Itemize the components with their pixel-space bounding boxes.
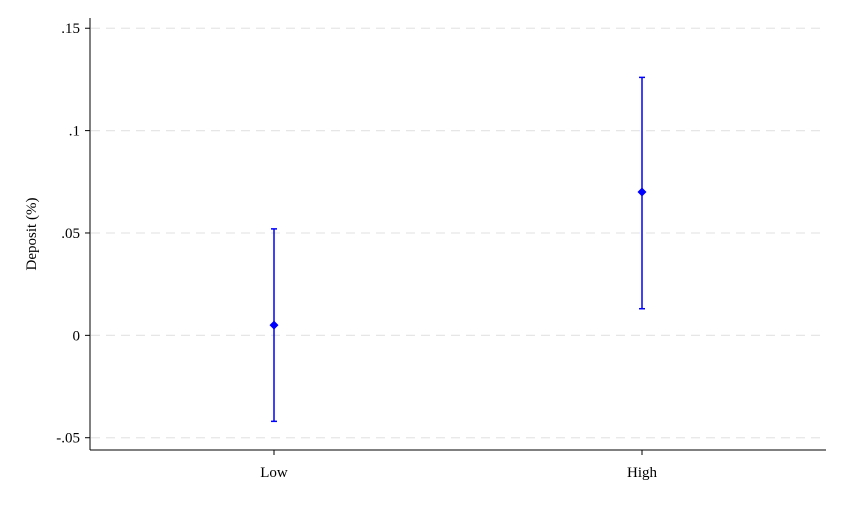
y-axis-label: Deposit (%) [24, 198, 40, 271]
y-tick-label: -.05 [56, 431, 80, 447]
y-tick-label: .15 [61, 21, 80, 37]
ci-point-low [269, 228, 279, 423]
grid-lines [91, 27, 826, 439]
x-ticks: Low High [260, 450, 658, 481]
y-tick-label: .05 [61, 226, 80, 242]
data-points [269, 76, 647, 423]
y-tick-label: .1 [69, 124, 80, 140]
ci-point-high [637, 76, 647, 310]
axes [89, 18, 826, 451]
point-marker [637, 187, 647, 197]
y-tick-label: 0 [73, 328, 81, 344]
x-tick-label: High [627, 465, 658, 481]
point-marker [269, 320, 279, 330]
x-tick-label: Low [260, 465, 288, 481]
y-ticks: .15 .1 .05 0 -.05 [56, 21, 90, 447]
